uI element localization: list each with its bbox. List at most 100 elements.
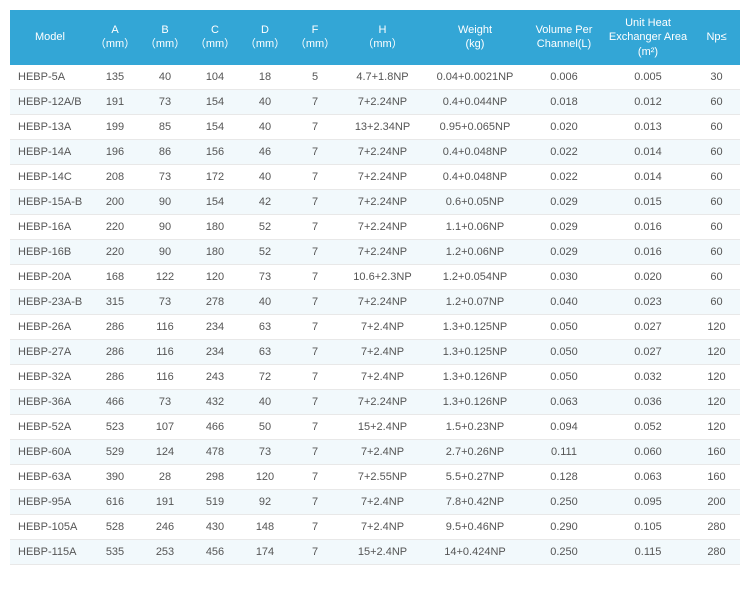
table-row: HEBP-63A3902829812077+2.55NP5.5+0.27NP0.…	[10, 464, 740, 489]
cell-vpc: 0.030	[525, 264, 603, 289]
cell-d: 174	[240, 539, 290, 564]
cell-weight: 14+0.424NP	[425, 539, 525, 564]
cell-np: 60	[693, 164, 740, 189]
cell-a: 616	[90, 489, 140, 514]
cell-a: 466	[90, 389, 140, 414]
cell-uhea: 0.023	[603, 289, 693, 314]
cell-np: 60	[693, 114, 740, 139]
cell-np: 60	[693, 89, 740, 114]
cell-f: 7	[290, 539, 340, 564]
cell-uhea: 0.105	[603, 514, 693, 539]
cell-h: 7+2.24NP	[340, 389, 425, 414]
cell-b: 73	[140, 289, 190, 314]
cell-a: 191	[90, 89, 140, 114]
header-text: H	[342, 23, 423, 37]
cell-h: 7+2.4NP	[340, 314, 425, 339]
cell-b: 90	[140, 189, 190, 214]
cell-weight: 7.8+0.42NP	[425, 489, 525, 514]
cell-uhea: 0.052	[603, 414, 693, 439]
cell-b: 90	[140, 239, 190, 264]
cell-c: 180	[190, 239, 240, 264]
cell-weight: 1.1+0.06NP	[425, 214, 525, 239]
cell-np: 60	[693, 264, 740, 289]
cell-d: 40	[240, 389, 290, 414]
cell-weight: 9.5+0.46NP	[425, 514, 525, 539]
cell-uhea: 0.016	[603, 214, 693, 239]
col-header-a: A（mm）	[90, 10, 140, 65]
cell-vpc: 0.050	[525, 364, 603, 389]
cell-b: 86	[140, 139, 190, 164]
cell-c: 180	[190, 214, 240, 239]
cell-h: 7+2.55NP	[340, 464, 425, 489]
cell-c: 154	[190, 114, 240, 139]
cell-h: 7+2.4NP	[340, 439, 425, 464]
cell-uhea: 0.012	[603, 89, 693, 114]
cell-f: 7	[290, 239, 340, 264]
cell-model: HEBP-14A	[10, 139, 90, 164]
cell-d: 40	[240, 89, 290, 114]
header-text: C	[192, 23, 238, 37]
cell-f: 5	[290, 65, 340, 90]
cell-weight: 0.6+0.05NP	[425, 189, 525, 214]
cell-b: 85	[140, 114, 190, 139]
cell-model: HEBP-95A	[10, 489, 90, 514]
cell-vpc: 0.022	[525, 139, 603, 164]
table-row: HEBP-60A5291244787377+2.4NP2.7+0.26NP0.1…	[10, 439, 740, 464]
header-text: Weight	[427, 23, 523, 37]
header-text: Exchanger Area	[605, 30, 691, 44]
cell-a: 220	[90, 214, 140, 239]
cell-d: 50	[240, 414, 290, 439]
cell-a: 196	[90, 139, 140, 164]
cell-vpc: 0.250	[525, 539, 603, 564]
cell-b: 73	[140, 389, 190, 414]
cell-h: 7+2.24NP	[340, 164, 425, 189]
cell-np: 60	[693, 214, 740, 239]
cell-c: 456	[190, 539, 240, 564]
cell-np: 120	[693, 364, 740, 389]
header-text: Volume Per	[527, 23, 601, 37]
cell-np: 120	[693, 339, 740, 364]
cell-a: 535	[90, 539, 140, 564]
cell-f: 7	[290, 164, 340, 189]
header-text: （mm）	[192, 37, 238, 51]
cell-c: 120	[190, 264, 240, 289]
cell-weight: 5.5+0.27NP	[425, 464, 525, 489]
cell-model: HEBP-32A	[10, 364, 90, 389]
cell-d: 73	[240, 439, 290, 464]
cell-f: 7	[290, 364, 340, 389]
cell-np: 200	[693, 489, 740, 514]
cell-b: 73	[140, 89, 190, 114]
table-row: HEBP-52A52310746650715+2.4NP1.5+0.23NP0.…	[10, 414, 740, 439]
cell-uhea: 0.013	[603, 114, 693, 139]
cell-a: 528	[90, 514, 140, 539]
col-header-vpc: Volume PerChannel(L)	[525, 10, 603, 65]
cell-c: 430	[190, 514, 240, 539]
header-text: A	[92, 23, 138, 37]
cell-a: 220	[90, 239, 140, 264]
cell-np: 160	[693, 464, 740, 489]
table-row: HEBP-32A2861162437277+2.4NP1.3+0.126NP0.…	[10, 364, 740, 389]
table-row: HEBP-95A6161915199277+2.4NP7.8+0.42NP0.2…	[10, 489, 740, 514]
cell-model: HEBP-13A	[10, 114, 90, 139]
col-header-np: Np≤	[693, 10, 740, 65]
cell-uhea: 0.014	[603, 139, 693, 164]
header-text: Channel(L)	[527, 37, 601, 51]
cell-f: 7	[290, 439, 340, 464]
cell-a: 529	[90, 439, 140, 464]
cell-model: HEBP-60A	[10, 439, 90, 464]
cell-model: HEBP-20A	[10, 264, 90, 289]
cell-h: 7+2.24NP	[340, 289, 425, 314]
cell-a: 523	[90, 414, 140, 439]
cell-model: HEBP-14C	[10, 164, 90, 189]
header-text: B	[142, 23, 188, 37]
header-text: （mm）	[142, 37, 188, 51]
cell-weight: 0.04+0.0021NP	[425, 65, 525, 90]
cell-f: 7	[290, 314, 340, 339]
cell-d: 40	[240, 114, 290, 139]
col-header-model: Model	[10, 10, 90, 65]
cell-d: 73	[240, 264, 290, 289]
cell-c: 154	[190, 189, 240, 214]
cell-np: 60	[693, 139, 740, 164]
cell-vpc: 0.006	[525, 65, 603, 90]
cell-model: HEBP-26A	[10, 314, 90, 339]
